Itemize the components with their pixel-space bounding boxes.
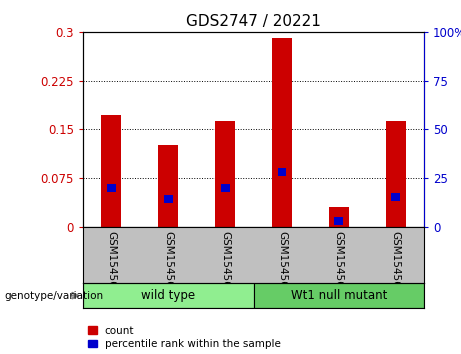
Bar [83, 283, 254, 308]
Bar [272, 38, 292, 227]
Text: wild type: wild type [141, 289, 195, 302]
Text: GSM154565: GSM154565 [220, 231, 230, 295]
Bar [215, 121, 235, 227]
Title: GDS2747 / 20221: GDS2747 / 20221 [186, 14, 321, 29]
Bar [221, 184, 230, 192]
Bar [391, 193, 400, 201]
Text: GSM154563: GSM154563 [106, 231, 117, 295]
Text: Wt1 null mutant: Wt1 null mutant [290, 289, 387, 302]
Bar [386, 121, 406, 227]
Text: GSM154566: GSM154566 [277, 231, 287, 295]
Text: GSM154568: GSM154568 [390, 231, 401, 295]
Bar [101, 115, 121, 227]
Bar [278, 168, 286, 176]
Bar [334, 217, 343, 225]
Bar [329, 207, 349, 227]
Text: genotype/variation: genotype/variation [5, 291, 104, 301]
Legend: count, percentile rank within the sample: count, percentile rank within the sample [88, 326, 281, 349]
Bar [164, 195, 173, 203]
Bar [107, 184, 116, 192]
Bar [254, 283, 424, 308]
Text: GSM154567: GSM154567 [334, 231, 344, 295]
Bar [158, 145, 178, 227]
Text: GSM154564: GSM154564 [163, 231, 173, 295]
